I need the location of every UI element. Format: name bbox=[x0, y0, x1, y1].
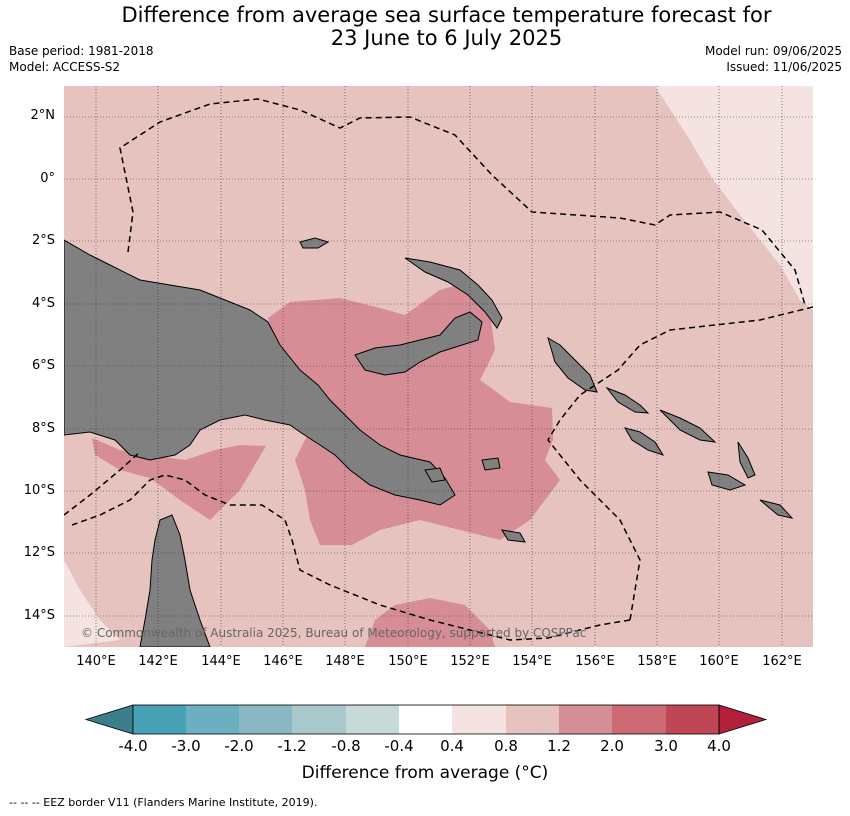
colorbar-tick: 4.0 bbox=[707, 737, 731, 755]
meta-left: Base period: 1981-2018 Model: ACCESS-S2 bbox=[9, 43, 154, 75]
manus-island bbox=[299, 237, 330, 249]
copyright-notice: © Commonwealth of Australia 2025, Bureau… bbox=[81, 626, 587, 640]
malaita-island bbox=[737, 441, 756, 479]
lat-label: 14°S bbox=[23, 608, 55, 623]
makira-island bbox=[707, 471, 747, 491]
lat-label: 4°S bbox=[31, 296, 55, 311]
colorbar-tick: 0.4 bbox=[440, 737, 464, 755]
new-guinea-landmass bbox=[64, 239, 456, 506]
anomaly-field-0.4-0.8-sw bbox=[64, 560, 120, 647]
lat-label: 0° bbox=[40, 171, 55, 186]
choiseul-island bbox=[605, 386, 650, 414]
colorbar-segment bbox=[666, 705, 719, 734]
lat-label: 8°S bbox=[31, 421, 55, 436]
colorbar-tick: 1.2 bbox=[547, 737, 571, 755]
lon-label: 152°E bbox=[450, 654, 490, 669]
colorbar-segment bbox=[612, 705, 666, 734]
dentrecasteaux-islands bbox=[424, 467, 446, 483]
meta-right: Model run: 09/06/2025 Issued: 11/06/2025 bbox=[705, 43, 842, 75]
lon-label: 162°E bbox=[762, 654, 802, 669]
lat-label: 12°S bbox=[23, 545, 55, 560]
colorbar-tick: -2.0 bbox=[224, 737, 254, 755]
colorbar-segment bbox=[559, 705, 612, 734]
lon-label: 156°E bbox=[575, 654, 615, 669]
lat-label: 6°S bbox=[31, 358, 55, 373]
colorbar-tick: -4.0 bbox=[118, 737, 148, 755]
base-period: Base period: 1981-2018 bbox=[9, 44, 154, 58]
woodlark-island bbox=[481, 457, 501, 471]
lon-label: 160°E bbox=[699, 654, 739, 669]
guadalcanal-island bbox=[623, 427, 665, 456]
rossel-island bbox=[501, 529, 526, 543]
colorbar-tick: 3.0 bbox=[654, 737, 678, 755]
colorbar-segment bbox=[506, 705, 559, 734]
colorbar-arrow-low bbox=[84, 704, 134, 735]
issued-date: Issued: 11/06/2025 bbox=[726, 60, 842, 74]
eez-borders bbox=[64, 98, 813, 641]
colorbar bbox=[84, 704, 768, 735]
colorbar-segment bbox=[239, 705, 292, 734]
santa-isabel-island bbox=[659, 409, 717, 443]
colorbar-tick: -0.8 bbox=[331, 737, 361, 755]
lon-label: 148°E bbox=[325, 654, 365, 669]
title-line-2: 23 June to 6 July 2025 bbox=[330, 26, 563, 50]
lat-label: 2°S bbox=[31, 233, 55, 248]
lon-label: 158°E bbox=[637, 654, 677, 669]
lon-label: 144°E bbox=[201, 654, 241, 669]
colorbar-tick: -3.0 bbox=[171, 737, 201, 755]
lon-label: 140°E bbox=[76, 654, 116, 669]
colorbar-segment bbox=[452, 705, 506, 734]
lon-label: 146°E bbox=[263, 654, 303, 669]
bougainville-island bbox=[547, 336, 598, 393]
anomaly-field-1.2-2.0-south bbox=[365, 598, 495, 647]
lon-label: 154°E bbox=[512, 654, 552, 669]
anomaly-field-0.4-0.8-ne bbox=[655, 86, 813, 310]
colorbar-segment bbox=[346, 705, 399, 734]
lon-label: 150°E bbox=[388, 654, 428, 669]
model-name: Model: ACCESS-S2 bbox=[9, 60, 121, 74]
graticule bbox=[64, 86, 813, 647]
map-title: Difference from average sea surface temp… bbox=[0, 4, 850, 50]
colorbar-tick: 2.0 bbox=[600, 737, 624, 755]
colorbar-segment bbox=[399, 705, 452, 734]
colorbar-segment bbox=[292, 705, 346, 734]
colorbar-tick: -1.2 bbox=[277, 737, 307, 755]
colorbar-segment bbox=[133, 705, 186, 734]
rennell-island bbox=[759, 499, 794, 519]
title-line-1: Difference from average sea surface temp… bbox=[121, 3, 772, 27]
eez-footnote: -- -- -- EEZ border V11 (Flanders Marine… bbox=[9, 796, 318, 809]
colorbar-tick: 0.8 bbox=[494, 737, 518, 755]
anomaly-field-1.2-2.0-central bbox=[268, 283, 560, 545]
colorbar-tick: -0.4 bbox=[384, 737, 414, 755]
colorbar-title: Difference from average (°C) bbox=[301, 763, 549, 783]
model-run: Model run: 09/06/2025 bbox=[704, 44, 842, 58]
lat-label: 2°N bbox=[30, 108, 56, 123]
cape-york-landmass bbox=[139, 514, 211, 647]
colorbar-arrow-high bbox=[718, 704, 768, 735]
new-britain-island bbox=[354, 311, 483, 376]
new-ireland-island bbox=[404, 257, 503, 329]
lon-label: 142°E bbox=[138, 654, 178, 669]
lat-label: 10°S bbox=[23, 483, 55, 498]
colorbar-segment bbox=[186, 705, 239, 734]
